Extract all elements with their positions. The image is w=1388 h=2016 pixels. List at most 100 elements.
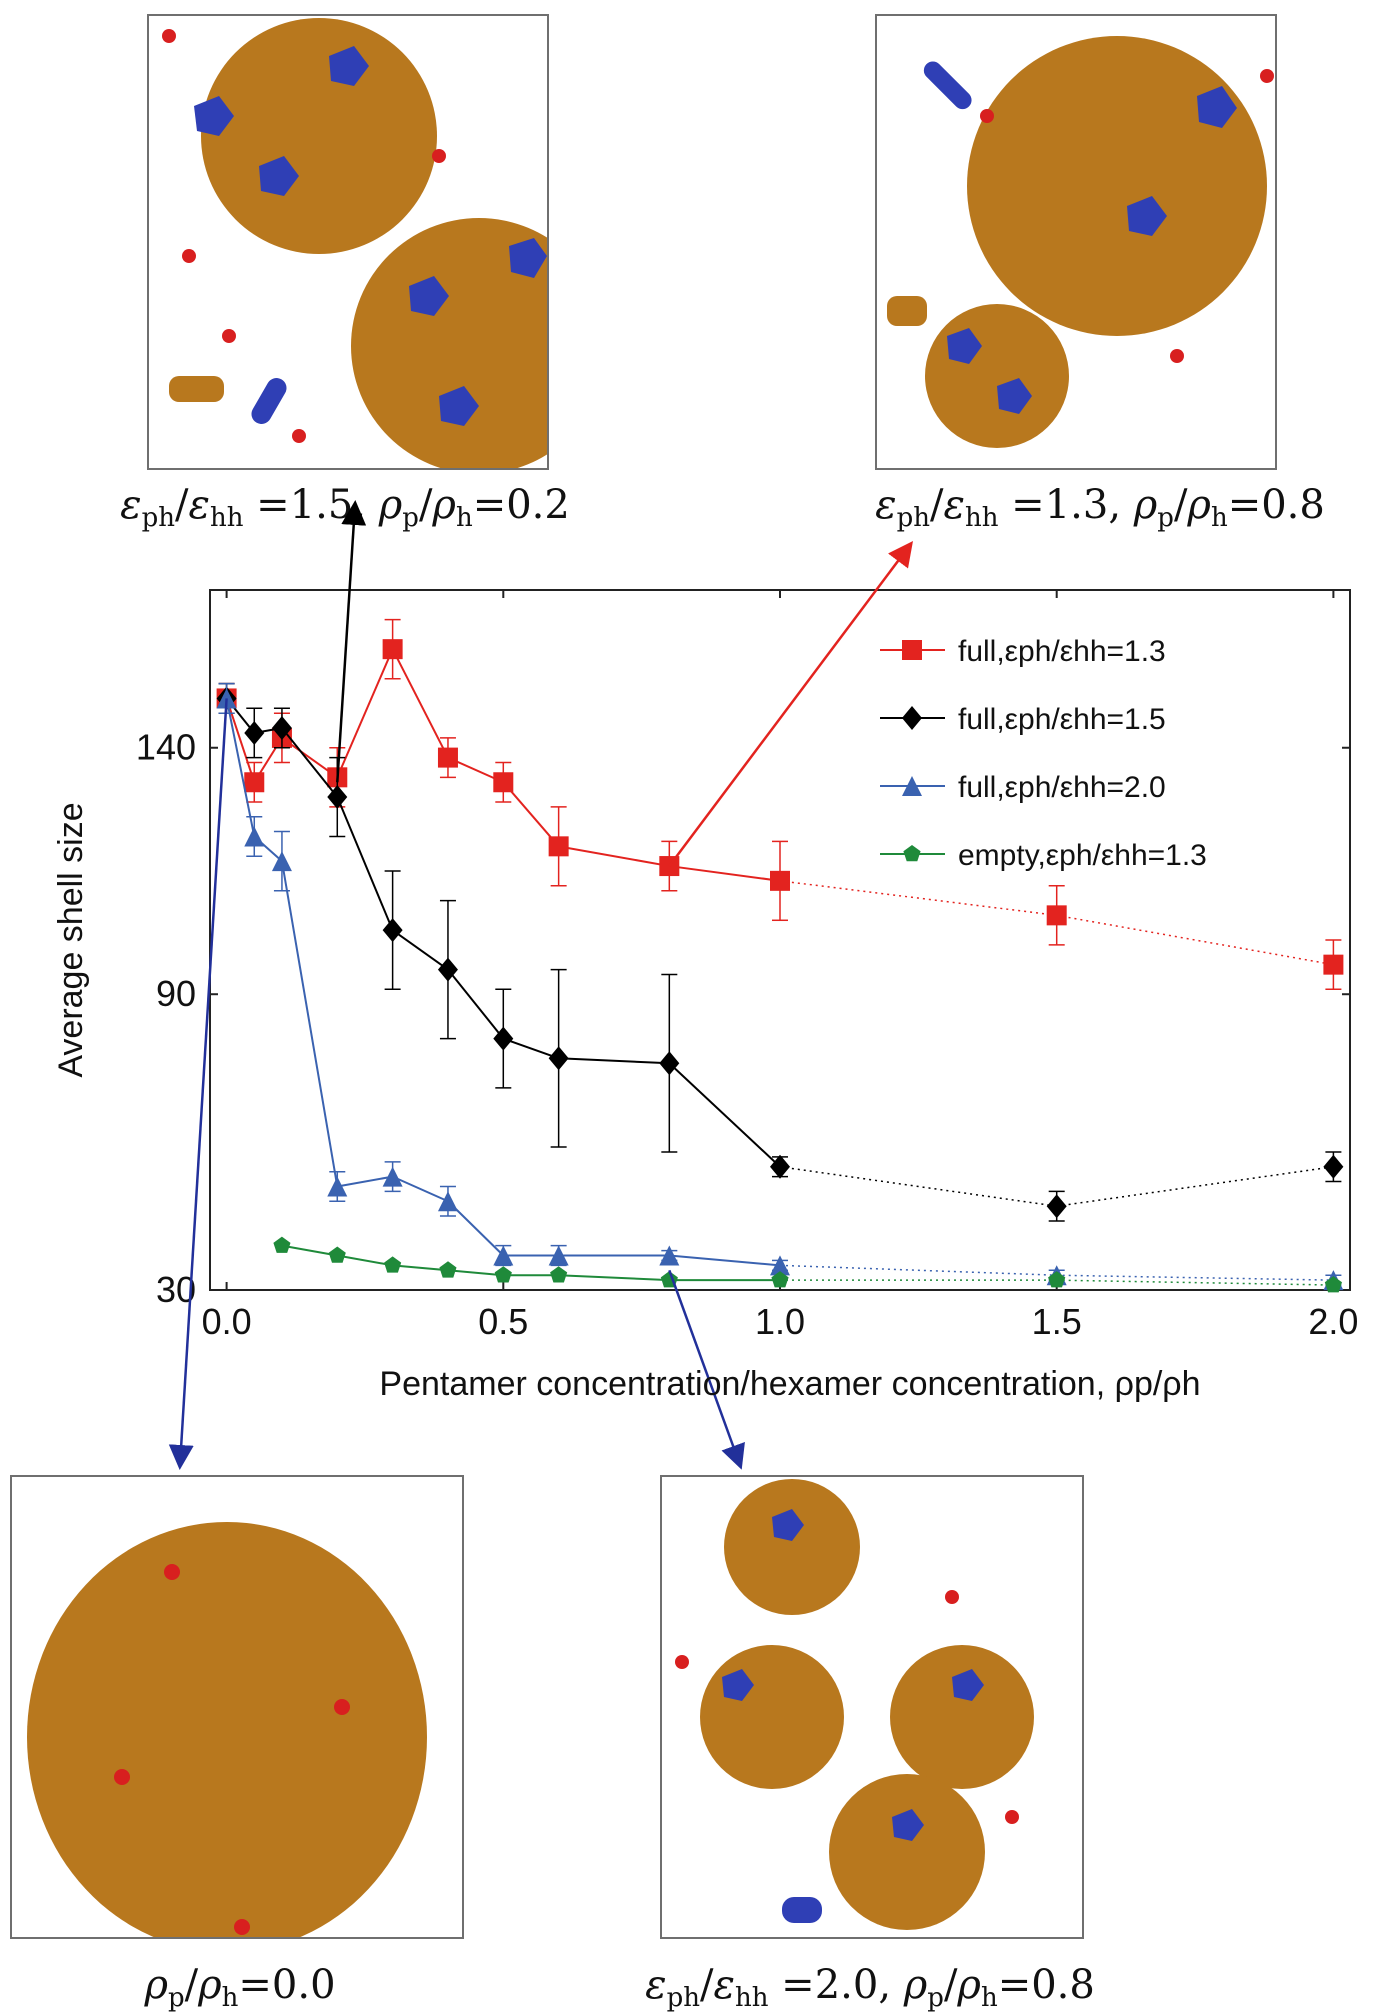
data-point [437,957,458,982]
snapshot-bottom-right [660,1475,1084,1939]
data-point [494,1266,512,1283]
legend-label: full,εph/εhh=2.0 [958,771,1166,804]
plot-frame [209,589,1351,1291]
shell-sphere [967,36,1267,336]
y-axis-label: Average shell size [52,802,90,1077]
series-line-segment [1056,1274,1334,1281]
snapshot-bottom-right-image [675,1479,1034,1930]
series-line-segment [779,1264,1057,1276]
legend-label: full,εph/εhh=1.5 [958,703,1166,736]
pentamer-patch [892,1809,924,1841]
legend-label: full,εph/εhh=1.3 [958,635,1166,668]
caption-bottom-right-e-value: 2.0 [814,1962,879,2008]
data-point [548,1245,569,1266]
legend-marker [902,640,922,660]
legend-marker [902,706,922,730]
data-point [244,720,265,745]
snapshot-top-left-image [162,18,547,468]
series-line-segment [336,796,394,931]
series-2 [216,682,1344,1291]
series-line-segment [392,1264,449,1272]
pentamer-patch [509,238,547,278]
data-series [216,618,1344,1293]
x-tick-label: 1.0 [755,1301,805,1342]
series-line-segment [669,1254,781,1267]
series-line-segment [502,781,560,847]
legend-marker [903,845,921,862]
pentamer-patch [259,156,299,196]
oligomer-cluster [887,296,927,326]
free-particle [980,109,994,123]
data-point [382,1166,403,1187]
data-point [1323,1154,1344,1179]
data-point [244,826,265,847]
series-line-segment [669,865,781,882]
series-line-segment [779,1166,1057,1207]
free-particle [1260,69,1274,83]
series-line-segment [668,1062,781,1168]
legend: full,εph/εhh=1.3 full,εph/εhh=1.5 full,εph… [880,635,1207,872]
series-line-segment [336,648,394,778]
data-point [493,1026,514,1051]
caption-bottom-right: εph/εhh =2.0, ρp/ρh=0.8 [645,1962,1095,2013]
annotation-arrow [668,1269,745,1470]
data-point [1046,905,1067,926]
snapshot-bottom-left-image [27,1522,427,1937]
free-particle [292,429,306,443]
data-point [437,1191,458,1212]
annotation-arrows [168,500,913,1470]
y-tick-label: 140 [136,727,196,768]
free-particle [675,1655,689,1669]
shell-sphere [201,18,437,254]
caption-bottom-left-rho-value: 0.0 [271,1962,336,2008]
series-line-segment [447,968,505,1040]
series-line-segment [502,1037,559,1060]
data-point [273,1236,291,1253]
pentamer-defect [334,1699,350,1715]
pentamer-patch [997,378,1032,414]
data-point [659,1051,680,1076]
x-tick-label: 0.5 [478,1301,528,1342]
oligomer-cluster [923,61,972,110]
data-point [1046,1194,1067,1219]
free-particle [1005,1810,1019,1824]
pentamer-patch [439,386,479,426]
snapshot-top-left [147,14,549,470]
caption-top-right-e-value: 1.3 [1044,482,1109,528]
series-line-segment [391,648,449,759]
series-line-segment [558,845,670,868]
series-line-segment [281,727,339,798]
snapshot-bottom-left [10,1475,464,1939]
data-point [493,1245,514,1266]
oligomer-cluster [251,378,287,424]
shell-sphere [724,1479,860,1615]
data-point [659,1245,680,1266]
pentamer-patch [1127,196,1167,236]
series-line-segment [779,880,1057,917]
caption-top-right-rho-value: 0.8 [1261,482,1325,528]
series-line-segment [1056,914,1334,966]
free-particle [945,1590,959,1604]
free-particle [222,329,236,343]
pentamer-patch [409,276,449,316]
data-point [327,785,348,810]
series-line-segment [337,1175,393,1188]
oligomer-cluster [169,376,224,402]
caption-bottom-right-rho-value: 0.8 [1031,1962,1095,2008]
x-tick-label: 0.0 [202,1301,252,1342]
pentamer-defect [114,1769,130,1785]
data-point [439,1261,457,1278]
series-line-segment [337,1254,393,1267]
free-particle [162,29,176,43]
data-point [271,716,292,741]
pentamer-patch [329,46,369,86]
y-tick-label: 90 [156,973,196,1014]
data-point [382,639,403,660]
data-point [771,1271,789,1288]
shell-sphere [829,1774,985,1930]
series-line-segment [225,698,256,783]
snapshot-top-right [875,14,1277,470]
free-particle [182,249,196,263]
series-line-segment [558,1274,670,1282]
